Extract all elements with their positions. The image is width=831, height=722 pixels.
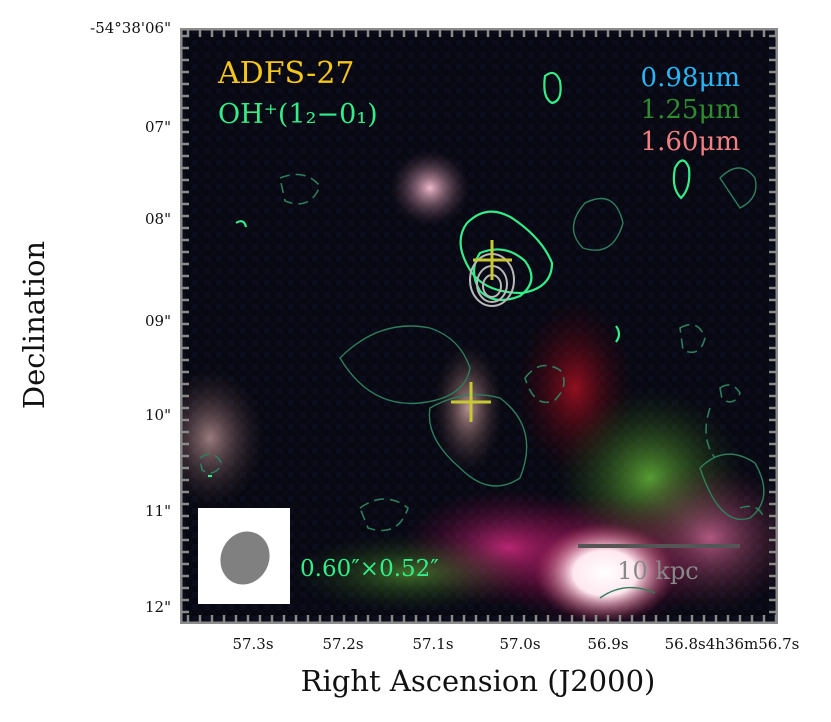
x-tick-label: 57.0s <box>499 635 541 653</box>
object-name: ADFS-27 <box>217 56 355 91</box>
line-label: OH⁺(1₂−0₁) <box>218 99 378 130</box>
x-tick-label: 57.2s <box>322 635 364 653</box>
y-tick-label: 08" <box>145 210 171 228</box>
x-axis-label: Right Ascension (J2000) <box>300 664 656 698</box>
image-panel: ADFS-27 OH⁺(1₂−0₁) 0.98μm 1.25μm 1.60μm … <box>180 28 778 624</box>
rgb-image-with-contours: ADFS-27 OH⁺(1₂−0₁) 0.98μm 1.25μm 1.60μm … <box>180 28 778 624</box>
y-tick-label: 10" <box>145 406 171 424</box>
y-tick-label: 07" <box>145 118 171 136</box>
y-tick-label: 11" <box>145 502 171 520</box>
x-tick-label: 57.3s <box>232 635 274 653</box>
band-label-3: 1.60μm <box>641 127 740 157</box>
x-tick-label: 56.9s <box>587 635 629 653</box>
x-tick-label: 56.8s4h36m56.7s <box>664 635 800 653</box>
y-axis-label: Declination <box>17 240 51 410</box>
beam-ellipse <box>220 531 270 585</box>
y-tick-label: 09" <box>145 312 171 330</box>
plot-frame <box>180 28 778 624</box>
beam-label: 0.60″×0.52″ <box>300 556 439 582</box>
x-tick-label: 57.1s <box>412 635 454 653</box>
band-label-1: 0.98μm <box>641 63 740 93</box>
scale-bar-label: 10 kpc <box>617 557 699 585</box>
y-tick-label: 12" <box>145 598 171 616</box>
y-tick-label: -54°38'06" <box>90 19 171 37</box>
axis-tick-marks <box>180 28 778 624</box>
band-label-2: 1.25μm <box>641 95 740 125</box>
